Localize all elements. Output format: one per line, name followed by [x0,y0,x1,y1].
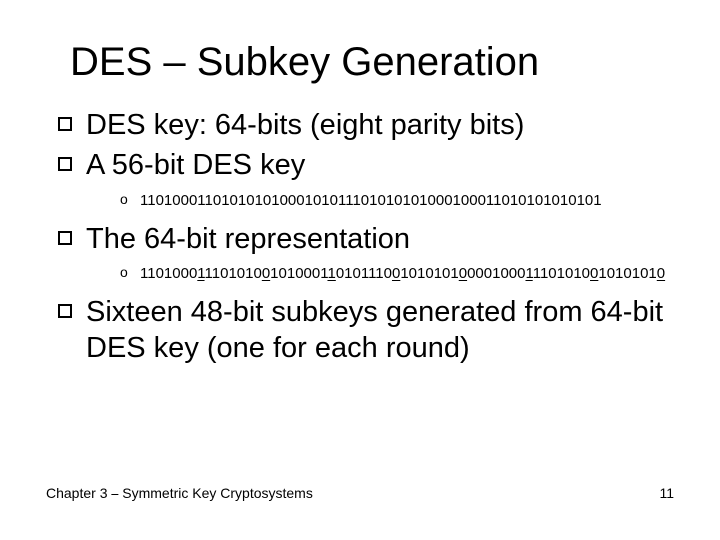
sublist-56bit: 1101000110101010100010101110101010100010… [86,190,680,211]
footer-chapter: Chapter 3 ⎯ Symmetric Key Cryptosystems [46,485,313,502]
sublist-64bit: 1101000111010100101000110101110010101010… [86,263,680,284]
footer: Chapter 3 ⎯ Symmetric Key Cryptosystems … [46,485,674,502]
bullet-subkeys: Sixteen 48-bit subkeys generated from 64… [58,294,680,367]
page-number: 11 [659,485,674,502]
slide-title: DES – Subkey Generation [70,40,680,85]
bits-64: 1101000111010100101000110101110010101010… [120,263,680,284]
bullet-des-key: DES key: 64-bits (eight parity bits) [58,107,680,143]
bullet-list: DES key: 64-bits (eight parity bits) A 5… [40,107,680,366]
bits-56: 1101000110101010100010101110101010100010… [120,190,680,211]
bullet-56bit: A 56-bit DES key 11010001101010101000101… [58,147,680,210]
slide: DES – Subkey Generation DES key: 64-bits… [0,0,720,540]
bullet-64bit-rep: The 64-bit representation 11010001110101… [58,221,680,284]
bullet-56bit-text: A 56-bit DES key [86,149,305,181]
bullet-64bit-text: The 64-bit representation [86,223,410,255]
